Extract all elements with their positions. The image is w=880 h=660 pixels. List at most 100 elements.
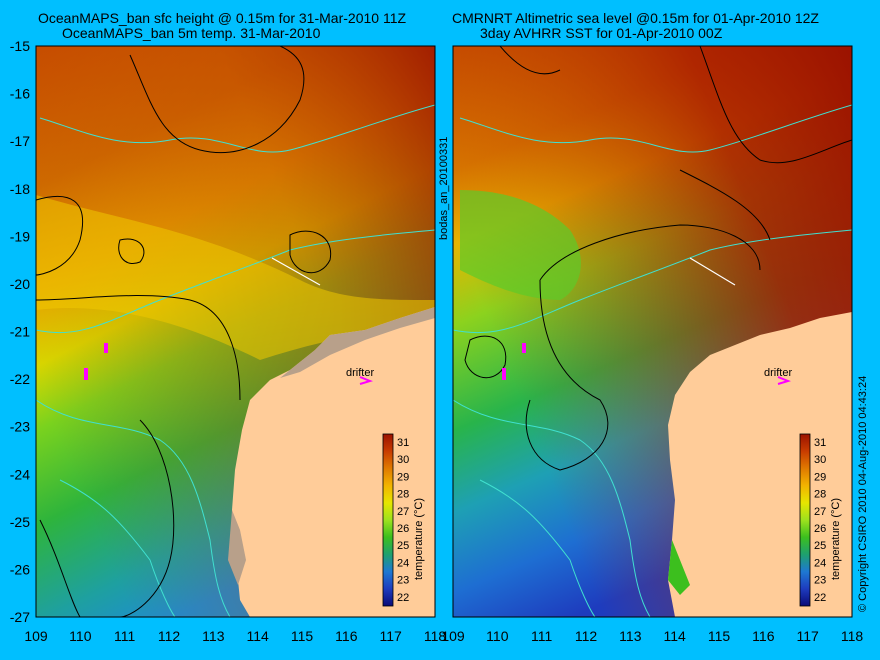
colorbar-tick-label: 25 (814, 540, 826, 552)
right-drifter-track-1 (522, 343, 526, 353)
right-colorbar-gradient (799, 433, 811, 607)
colorbar-tick-label: 30 (397, 454, 409, 466)
colorbar-tick-label: 25 (397, 540, 409, 552)
colorbar-tick-label: 26 (397, 523, 409, 535)
x-tick-label: 116 (752, 628, 775, 644)
y-tick-label: -17 (10, 133, 30, 149)
right-black-contour-2 (539, 224, 761, 281)
right-drifter-track-2 (502, 368, 506, 380)
left-colorbar-label: temperature (°C) (413, 498, 425, 580)
colorbar-tick-label: 30 (814, 454, 826, 466)
left-black-contour-3 (289, 230, 332, 274)
colorbar-tick-label: 24 (397, 557, 409, 569)
colorbar-tick-label: 27 (814, 506, 826, 518)
right-white-transect (689, 257, 736, 286)
y-tick-label: -27 (10, 609, 30, 625)
colorbar-tick-label: 31 (814, 437, 826, 449)
colorbar-tick-label: 22 (814, 592, 826, 604)
right-panel-frame (452, 45, 853, 618)
y-tick-label: -21 (10, 324, 30, 340)
x-tick-label: 109 (24, 628, 48, 644)
right-green-patch (460, 190, 581, 300)
x-tick-label: 118 (841, 628, 864, 644)
x-axis-ticks-right: 109 110 111 112 113 114 115 116 117 118 (441, 628, 863, 644)
x-tick-label: 116 (335, 628, 358, 644)
left-land-gray-patch (228, 510, 246, 585)
right-panel-title-line1: CMRNRT Altimetric sea level @0.15m for 0… (452, 10, 819, 26)
colorbar-tick-label: 27 (397, 506, 409, 518)
y-tick-label: -19 (10, 228, 30, 244)
right-panel-title-line2: 3day AVHRR SST for 01-Apr-2010 00Z (480, 25, 723, 41)
x-tick-label: 110 (486, 628, 509, 644)
left-white-transect (271, 257, 321, 286)
right-colorbar-ticks: 31 30 29 28 27 26 25 24 23 22 (814, 437, 826, 604)
left-cyan-contour-1 (39, 104, 435, 153)
right-colorbar: 31 30 29 28 27 26 25 24 23 22 temperature (°C) (799, 433, 842, 607)
y-tick-label: -24 (10, 466, 30, 482)
right-cyan-contour-2 (453, 229, 852, 334)
right-drifter-arrow (777, 376, 792, 385)
left-black-contour-2 (118, 238, 145, 264)
right-black-contour-3 (525, 279, 609, 471)
colorbar-tick-label: 22 (397, 592, 409, 604)
colorbar-tick-label: 29 (814, 471, 826, 483)
colorbar-tick-label: 29 (397, 471, 409, 483)
x-tick-label: 110 (69, 628, 92, 644)
colorbar-tick-label: 23 (814, 575, 826, 587)
left-drifter-track-2 (104, 343, 108, 353)
x-tick-label: 115 (291, 628, 314, 644)
right-drifter-label: drifter (764, 367, 792, 379)
right-black-contour-5 (679, 169, 771, 241)
y-tick-label: -22 (10, 371, 30, 387)
left-panel-title-line1: OceanMAPS_ban sfc height @ 0.15m for 31-… (38, 10, 407, 26)
colorbar-tick-label: 24 (814, 557, 826, 569)
left-black-contour-5 (36, 295, 241, 401)
right-cyan-contour-1 (459, 104, 852, 153)
y-tick-label: -26 (10, 561, 30, 577)
left-panel-frame (35, 45, 436, 618)
colorbar-tick-label: 28 (397, 489, 409, 501)
copyright-label: © Copyright CSIRO 2010 04-Aug-2010 04:43… (857, 376, 869, 612)
colorbar-tick-label: 23 (397, 575, 409, 587)
y-tick-label: -18 (10, 181, 30, 197)
x-tick-label: 113 (202, 628, 225, 644)
left-drifter-label: drifter (346, 367, 374, 379)
x-tick-label: 109 (441, 628, 465, 644)
x-tick-label: 112 (575, 628, 598, 644)
right-cyan-contour-4 (479, 479, 596, 617)
left-black-contour-4 (129, 46, 305, 154)
x-tick-label: 114 (664, 628, 687, 644)
left-black-contour-1 (36, 195, 84, 276)
colorbar-tick-label: 26 (814, 523, 826, 535)
left-cyan-contour-3 (36, 399, 231, 617)
x-axis-ticks-left: 109 110 111 112 113 114 115 116 117 118 (24, 628, 446, 644)
x-tick-label: 112 (158, 628, 181, 644)
left-colorbar-ticks: 31 30 29 28 27 26 25 24 23 22 (397, 437, 409, 604)
right-cyan-contour-3 (453, 399, 651, 617)
right-green-inlet (668, 540, 690, 595)
left-warm-band (36, 195, 435, 360)
analysis-run-label: bodas_an_20100331 (438, 137, 450, 240)
left-cyan-contour-2 (36, 229, 435, 334)
left-land-coastal-gray (280, 307, 435, 378)
y-tick-label: -15 (10, 38, 30, 54)
x-tick-label: 118 (424, 628, 447, 644)
right-black-contour-4 (699, 46, 852, 164)
colorbar-tick-label: 31 (397, 437, 409, 449)
x-tick-label: 117 (380, 628, 403, 644)
x-tick-label: 111 (531, 628, 552, 644)
left-black-contour-6 (119, 419, 175, 617)
right-black-contour-6 (499, 46, 561, 75)
left-black-contour-7 (39, 519, 81, 617)
right-black-contour-1 (464, 335, 507, 379)
colorbar-tick-label: 28 (814, 489, 826, 501)
left-colorbar: 31 30 29 28 27 26 25 24 23 22 temperature (°C) (382, 433, 425, 607)
y-tick-label: -25 (10, 514, 30, 530)
right-map-panel: drifter (453, 46, 852, 617)
x-tick-label: 115 (708, 628, 731, 644)
y-tick-label: -16 (10, 86, 30, 102)
y-tick-label: -23 (10, 419, 30, 435)
left-drifter-track-3 (84, 368, 88, 380)
x-tick-label: 111 (114, 628, 135, 644)
y-axis-ticks: -15 -16 -17 -18 -19 -20 -21 -22 -23 -24 -25 -26 -27 (10, 38, 30, 625)
